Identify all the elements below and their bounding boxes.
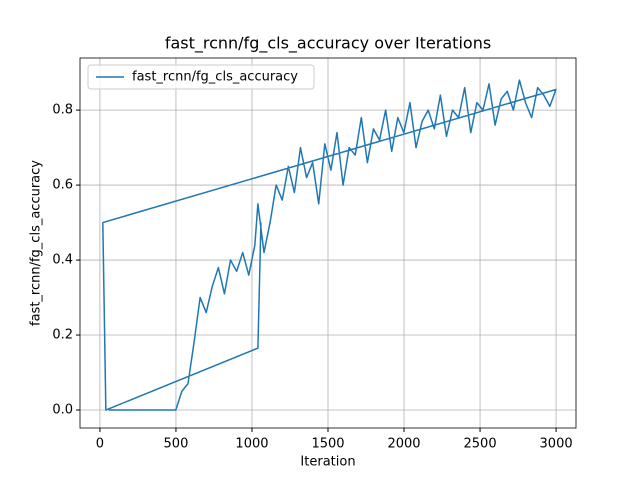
x-tick-label: 2000 [387,437,420,452]
y-tick-label: 0.4 [52,253,73,268]
legend-label: fast_rcnn/fg_cls_accuracy [132,70,298,85]
x-tick-label: 3000 [540,437,573,452]
y-tick-label: 0.2 [52,328,73,343]
x-tick-label: 1000 [235,437,268,452]
x-tick-label: 0 [96,437,104,452]
y-tick-label: 0.8 [52,103,73,118]
x-tick-label: 2500 [464,437,497,452]
legend-box [87,64,315,90]
data-line [102,79,557,411]
y-tick-label: 0.6 [52,178,73,193]
x-axis-label: Iteration [300,455,355,470]
plot-frame [79,57,577,429]
x-tick-label: 1500 [311,437,344,452]
y-tick-label: 0.0 [52,403,73,418]
x-tick-label: 500 [164,437,189,452]
y-axis-label: fast_rcnn/fg_cls_accuracy [29,160,44,326]
chart-title: fast_rcnn/fg_cls_accuracy over Iteration… [165,34,491,54]
